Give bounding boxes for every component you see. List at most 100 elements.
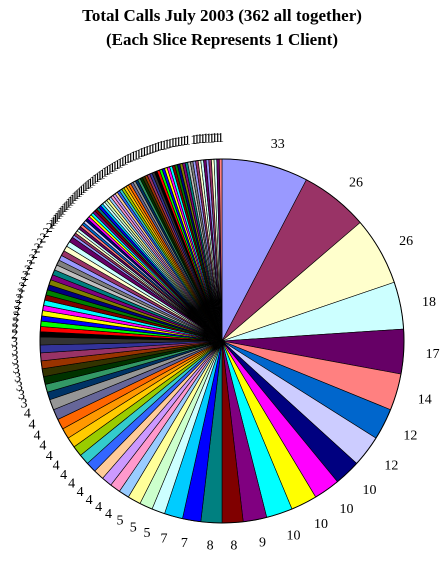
slice-value-label: 1 bbox=[202, 132, 209, 147]
slice-value-label: 8 bbox=[230, 539, 237, 554]
slice-value-label: 1 bbox=[155, 140, 162, 155]
slice-value-label: 3 bbox=[21, 397, 28, 412]
slice-value-label: 1 bbox=[111, 159, 118, 174]
slice-value-label: 1 bbox=[149, 142, 156, 157]
slice-value-label: 1 bbox=[205, 131, 212, 146]
slice-value-label: 1 bbox=[109, 161, 116, 176]
slice-value-label: 4 bbox=[46, 449, 53, 464]
slice-value-label: 1 bbox=[196, 132, 203, 147]
slice-value-label: 4 bbox=[24, 406, 31, 421]
slice-value-label: 4 bbox=[60, 468, 67, 483]
slice-value-label: 1 bbox=[104, 164, 111, 179]
slice-value-label: 1 bbox=[96, 169, 103, 184]
slice-value-label: 2 bbox=[34, 242, 41, 257]
chart-subtitle: (Each Slice Represents 1 Client) bbox=[106, 30, 338, 49]
slice-value-label: 1 bbox=[124, 152, 131, 167]
slice-value-label: 1 bbox=[163, 138, 170, 153]
slice-value-label: 1 bbox=[217, 131, 224, 146]
slice-value-label: 2 bbox=[28, 252, 35, 267]
slice-value-label: 4 bbox=[34, 428, 41, 443]
slice-value-label: 2 bbox=[12, 316, 19, 331]
slice-value-label: 1 bbox=[101, 166, 108, 181]
slice-value-label: 1 bbox=[78, 184, 85, 199]
slice-value-label: 33 bbox=[271, 137, 285, 152]
slice-value-label: 1 bbox=[190, 133, 197, 148]
slice-value-label: 2 bbox=[24, 264, 31, 279]
slice-value-label: 1 bbox=[178, 134, 185, 149]
slice-value-label: 4 bbox=[39, 439, 46, 454]
pie-outline bbox=[39, 158, 405, 524]
slice-value-label: 3 bbox=[11, 344, 18, 359]
slice-value-label: 2 bbox=[42, 226, 49, 241]
slice-value-label: 7 bbox=[161, 532, 168, 547]
slice-value-label: 26 bbox=[399, 234, 413, 249]
slice-value-label: 1 bbox=[85, 178, 92, 193]
slice-value-label: 12 bbox=[384, 459, 398, 474]
slice-value-label: 1 bbox=[63, 199, 70, 214]
slice-value-label: 17 bbox=[426, 347, 440, 362]
slice-value-label: 3 bbox=[18, 388, 25, 403]
slice-value-label: 1 bbox=[80, 182, 87, 197]
slice-value-label: 2 bbox=[36, 236, 43, 251]
slice-value-label: 1 bbox=[166, 137, 173, 152]
slice-value-label: 4 bbox=[77, 485, 84, 500]
slice-value-label: 1 bbox=[193, 133, 200, 148]
slice-value-label: 4 bbox=[68, 477, 75, 492]
slice-value-label: 1 bbox=[94, 171, 101, 186]
slice-value-label: 1 bbox=[92, 173, 99, 188]
slice-value-label: 3 bbox=[14, 371, 21, 386]
slice-value-label: 1 bbox=[67, 194, 74, 209]
slice-value-label: 10 bbox=[286, 529, 300, 544]
slice-value-label: 1 bbox=[135, 147, 142, 162]
slice-value-label: 1 bbox=[199, 132, 206, 147]
slice-value-label: 1 bbox=[184, 133, 191, 148]
slice-value-label: 2 bbox=[13, 310, 20, 325]
slice-value-label: 1 bbox=[141, 145, 148, 160]
slice-value-label: 2 bbox=[18, 281, 25, 296]
slice-value-label: 4 bbox=[86, 493, 93, 508]
slice-value-label: 1 bbox=[87, 176, 94, 191]
slice-value-label: 4 bbox=[105, 507, 112, 522]
slice-value-label: 1 bbox=[82, 180, 89, 195]
slice-value-label: 12 bbox=[403, 428, 417, 443]
slice-value-label: 5 bbox=[144, 526, 151, 541]
slice-value-label: 1 bbox=[119, 155, 126, 170]
slice-value-label: 2 bbox=[13, 304, 20, 319]
slice-value-label: 1 bbox=[211, 131, 218, 146]
slice-value-label: 1 bbox=[57, 206, 64, 221]
slice-value-label: 1 bbox=[169, 136, 176, 151]
pie-slices bbox=[39, 158, 405, 524]
slice-value-label: 7 bbox=[181, 536, 188, 551]
slice-value-label: 1 bbox=[61, 201, 68, 216]
slice-value-label: 5 bbox=[116, 514, 123, 529]
slice-value-label: 1 bbox=[144, 144, 151, 159]
slice-value-label: 1 bbox=[127, 151, 134, 166]
slice-value-label: 5 bbox=[130, 520, 137, 535]
slice-value-label: 1 bbox=[114, 158, 121, 173]
slice-value-label: 2 bbox=[46, 221, 53, 236]
slice-value-label: 3 bbox=[16, 379, 23, 394]
slice-value-label: 2 bbox=[14, 298, 21, 313]
slice-value-label: 1 bbox=[89, 174, 96, 189]
slice-value-label: 26 bbox=[349, 175, 363, 190]
slice-value-label: 1 bbox=[130, 150, 137, 165]
slice-value-label: 1 bbox=[76, 186, 83, 201]
slice-value-label: 1 bbox=[52, 213, 59, 228]
slice-value-label: 1 bbox=[181, 134, 188, 149]
slice-value-label: 1 bbox=[122, 154, 129, 169]
slice-value-label: 1 bbox=[208, 131, 215, 146]
slice-value-label: 4 bbox=[95, 500, 102, 515]
slice-value-label: 2 bbox=[22, 269, 29, 284]
slice-value-label: 2 bbox=[39, 231, 46, 246]
slice-value-label: 1 bbox=[161, 138, 168, 153]
slice-value-label: 2 bbox=[16, 292, 23, 307]
slice-value-label: 1 bbox=[48, 218, 55, 233]
slice-value-label: 1 bbox=[106, 162, 113, 177]
slice-value-label: 1 bbox=[65, 197, 72, 212]
slice-value-label: 2 bbox=[11, 322, 18, 337]
slice-value-label: 1 bbox=[152, 141, 159, 156]
slice-value-label: 1 bbox=[55, 208, 62, 223]
slice-value-label: 14 bbox=[418, 392, 432, 407]
slice-value-label: 3 bbox=[11, 335, 18, 350]
